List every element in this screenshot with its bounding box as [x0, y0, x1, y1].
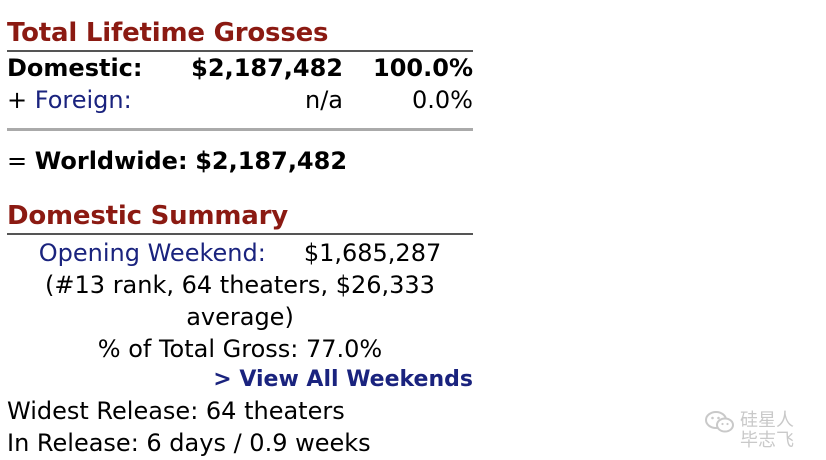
foreign-row: + Foreign: n/a 0.0% [7, 84, 473, 116]
pct-total-gross: % of Total Gross: 77.0% [97, 335, 383, 363]
opening-detail-line-2: average) [186, 303, 294, 331]
foreign-label-cell: + Foreign: [7, 84, 187, 116]
domestic-label: Domestic: [7, 54, 143, 82]
watermark-line-1: 硅星人 [740, 410, 794, 431]
opening-detail-line-1: (#13 rank, 64 theaters, $26,333 [45, 271, 435, 299]
domestic-row: Domestic: $2,187,482 100.0% [7, 52, 473, 84]
view-all-weekends-link[interactable]: > View All Weekends [213, 367, 473, 392]
lifetime-grosses-title: Total Lifetime Grosses [7, 0, 473, 52]
opening-weekend-row: Opening Weekend: $1,685,287 [7, 237, 473, 269]
foreign-amount: n/a [304, 86, 343, 114]
worldwide-amount: $2,187,482 [195, 147, 348, 175]
opening-weekend-link[interactable]: Opening Weekend: [38, 239, 266, 267]
domestic-amount: $2,187,482 [191, 54, 343, 82]
worldwide-prefix: = [7, 147, 28, 175]
foreign-prefix: + [7, 86, 28, 114]
watermark: 硅星人 毕志飞 [704, 405, 822, 457]
foreign-link[interactable]: Foreign: [34, 86, 132, 114]
gross-panel: Total Lifetime Grosses Domestic: $2,187,… [7, 0, 473, 459]
domestic-pct: 100.0% [373, 54, 473, 82]
opening-weekend-amount: $1,685,287 [303, 239, 442, 267]
watermark-line-2: 毕志飞 [740, 430, 794, 451]
domestic-summary-title: Domestic Summary [7, 183, 473, 235]
watermark-text: 硅星人 毕志飞 [740, 411, 794, 451]
totals-divider [7, 128, 473, 131]
in-release: In Release: 6 days / 0.9 weeks [7, 429, 371, 457]
worldwide-label: Worldwide: [34, 147, 188, 175]
widest-release: Widest Release: 64 theaters [7, 397, 345, 425]
foreign-pct: 0.0% [412, 86, 473, 114]
wechat-icon [704, 409, 736, 440]
worldwide-row: = Worldwide: $2,187,482 [7, 145, 473, 177]
